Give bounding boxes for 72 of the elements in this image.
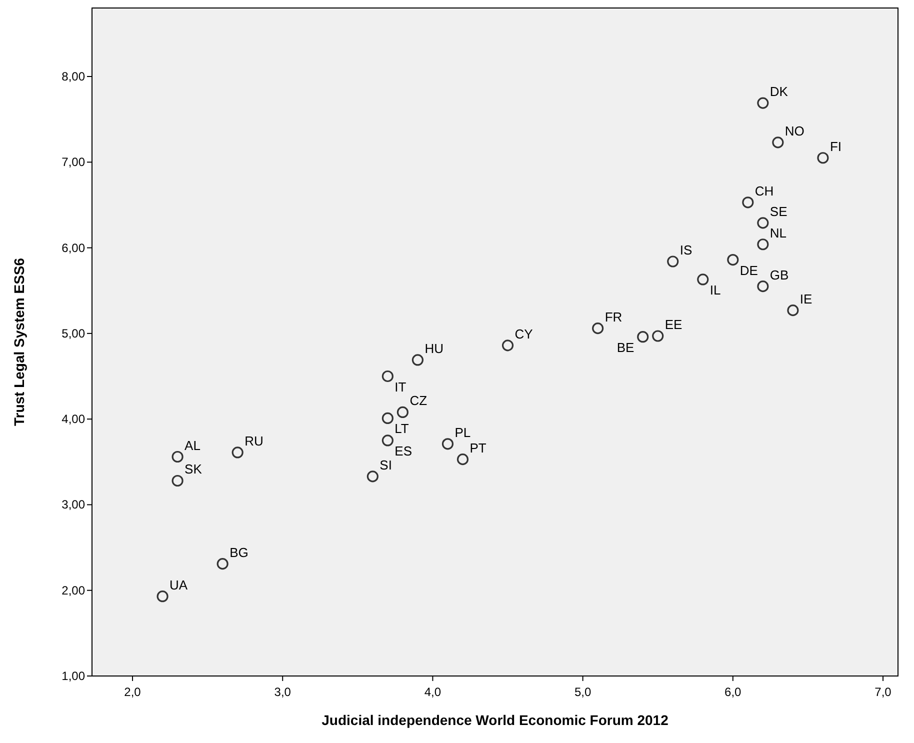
x-tick-label: 7,0 <box>874 685 892 699</box>
point <box>172 450 184 463</box>
y-tick-label: 8,00 <box>62 70 86 84</box>
annotation: NO <box>784 123 804 138</box>
y-tick-label: 2,00 <box>62 583 86 598</box>
annotation: FR <box>604 309 622 324</box>
point <box>757 280 769 292</box>
y-tick-label: 7,00 <box>62 155 86 170</box>
annotation: UA <box>170 577 188 592</box>
point <box>396 406 408 418</box>
y-tick-label: 3,00 <box>62 498 86 512</box>
annotation: BG <box>230 544 248 560</box>
annotation: SI <box>380 457 392 472</box>
point <box>592 322 604 334</box>
point <box>382 434 394 446</box>
point <box>757 217 769 229</box>
annotation: CH <box>754 183 774 198</box>
point <box>232 446 244 458</box>
annotation: SK <box>184 462 202 477</box>
y-tick-label: 6,00 <box>62 240 86 255</box>
x-tick-label: 3,0 <box>274 685 292 699</box>
y-tick-label: 1,00 <box>62 669 86 683</box>
y-tick-label: 4,00 <box>62 412 86 426</box>
point <box>667 256 679 268</box>
annotation: RU <box>244 433 264 448</box>
point <box>382 370 394 382</box>
annotation: LT <box>394 421 409 436</box>
point <box>742 196 754 208</box>
point <box>216 558 228 570</box>
point <box>637 331 649 343</box>
x-axis-title: Judicial independence World Economic Forum 2012 <box>322 712 669 728</box>
point <box>757 97 769 109</box>
annotation: DK <box>770 84 788 100</box>
point <box>697 274 709 286</box>
annotation: HU <box>424 340 444 356</box>
point <box>156 590 168 602</box>
point <box>817 152 829 164</box>
x-tick-label: 2,0 <box>124 685 142 699</box>
annotation: FI <box>830 138 842 154</box>
annotation: PT <box>470 440 486 456</box>
point <box>442 438 454 450</box>
x-tick-label: 6,0 <box>724 685 742 699</box>
annotation: DE <box>740 262 758 278</box>
annotation: EE <box>664 317 683 332</box>
y-tick-label: 5,00 <box>62 326 86 340</box>
annotation: IE <box>800 291 813 306</box>
x-tick-label: 5,0 <box>574 685 592 699</box>
annotation: NL <box>770 225 787 240</box>
point <box>456 454 469 466</box>
annotation: PL <box>454 424 471 440</box>
point <box>412 354 424 366</box>
annotation: CY <box>514 326 534 342</box>
point <box>787 304 799 316</box>
point <box>757 238 769 250</box>
annotation: AL <box>184 438 200 453</box>
annotation: IS <box>680 242 692 258</box>
annotation: SE <box>770 204 788 219</box>
annotation: CZ <box>410 393 428 408</box>
point <box>727 254 739 266</box>
point <box>772 136 784 148</box>
point <box>502 340 514 352</box>
annotation: IT <box>394 379 406 394</box>
x-tick-label: 4,0 <box>424 685 442 699</box>
y-axis-title: Trust Legal System ESS6 <box>11 258 27 426</box>
point <box>652 330 664 342</box>
point <box>172 474 184 487</box>
annotation: IL <box>710 282 721 298</box>
annotation: GB <box>770 267 789 282</box>
annotation: BE <box>616 340 635 355</box>
annotation: ES <box>394 443 412 458</box>
point <box>366 470 378 482</box>
point <box>382 412 394 424</box>
